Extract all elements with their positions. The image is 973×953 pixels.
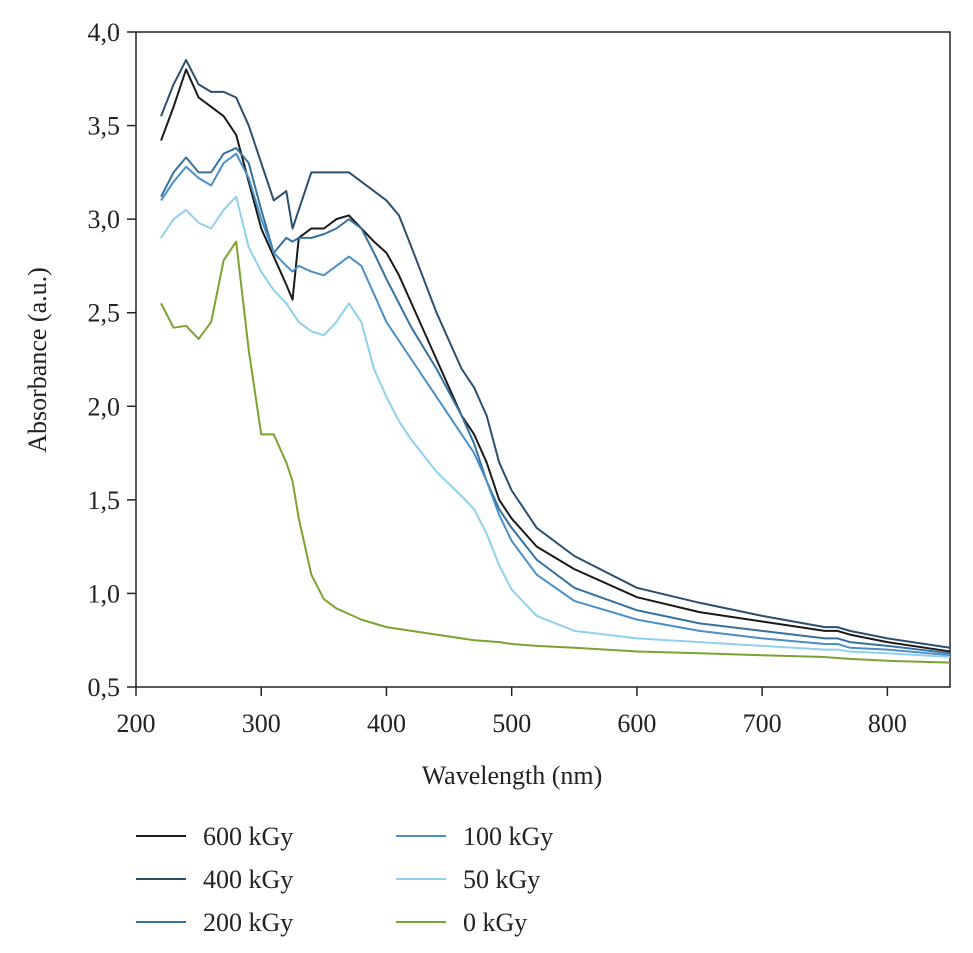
- legend-label: 50 kGy: [463, 865, 540, 894]
- series-line: [160, 147, 951, 655]
- x-tick-label: 800: [868, 709, 907, 738]
- x-tick-label: 400: [367, 709, 406, 738]
- y-tick-label: 1,0: [88, 579, 121, 608]
- legend-label: 100 kGy: [463, 822, 553, 851]
- x-tick-label: 700: [743, 709, 782, 738]
- y-tick-label: 1,5: [88, 486, 121, 515]
- y-tick-label: 2,0: [88, 392, 121, 421]
- plot-frame: [135, 31, 951, 688]
- x-tick-label: 600: [617, 709, 656, 738]
- legend-label: 400 kGy: [203, 865, 293, 894]
- y-tick-label: 4,0: [88, 18, 121, 47]
- y-tick-label: 0,5: [88, 673, 121, 702]
- y-tick-label: 3,0: [88, 205, 121, 234]
- series-line: [160, 240, 951, 664]
- legend-label: 600 kGy: [203, 822, 293, 851]
- y-axis-label: Absorbance (a.u.): [23, 267, 52, 453]
- x-tick-label: 200: [117, 709, 156, 738]
- x-tick-label: 500: [492, 709, 531, 738]
- legend-label: 0 kGy: [463, 908, 527, 937]
- series-line: [160, 68, 951, 653]
- y-tick-label: 3,5: [88, 112, 121, 141]
- y-tick-label: 2,5: [88, 299, 121, 328]
- series-line: [160, 152, 951, 657]
- x-tick-label: 300: [242, 709, 281, 738]
- legend-label: 200 kGy: [203, 908, 293, 937]
- series-line: [160, 195, 951, 659]
- x-axis-label: Wavelength (nm): [422, 761, 603, 790]
- series-line: [160, 59, 951, 649]
